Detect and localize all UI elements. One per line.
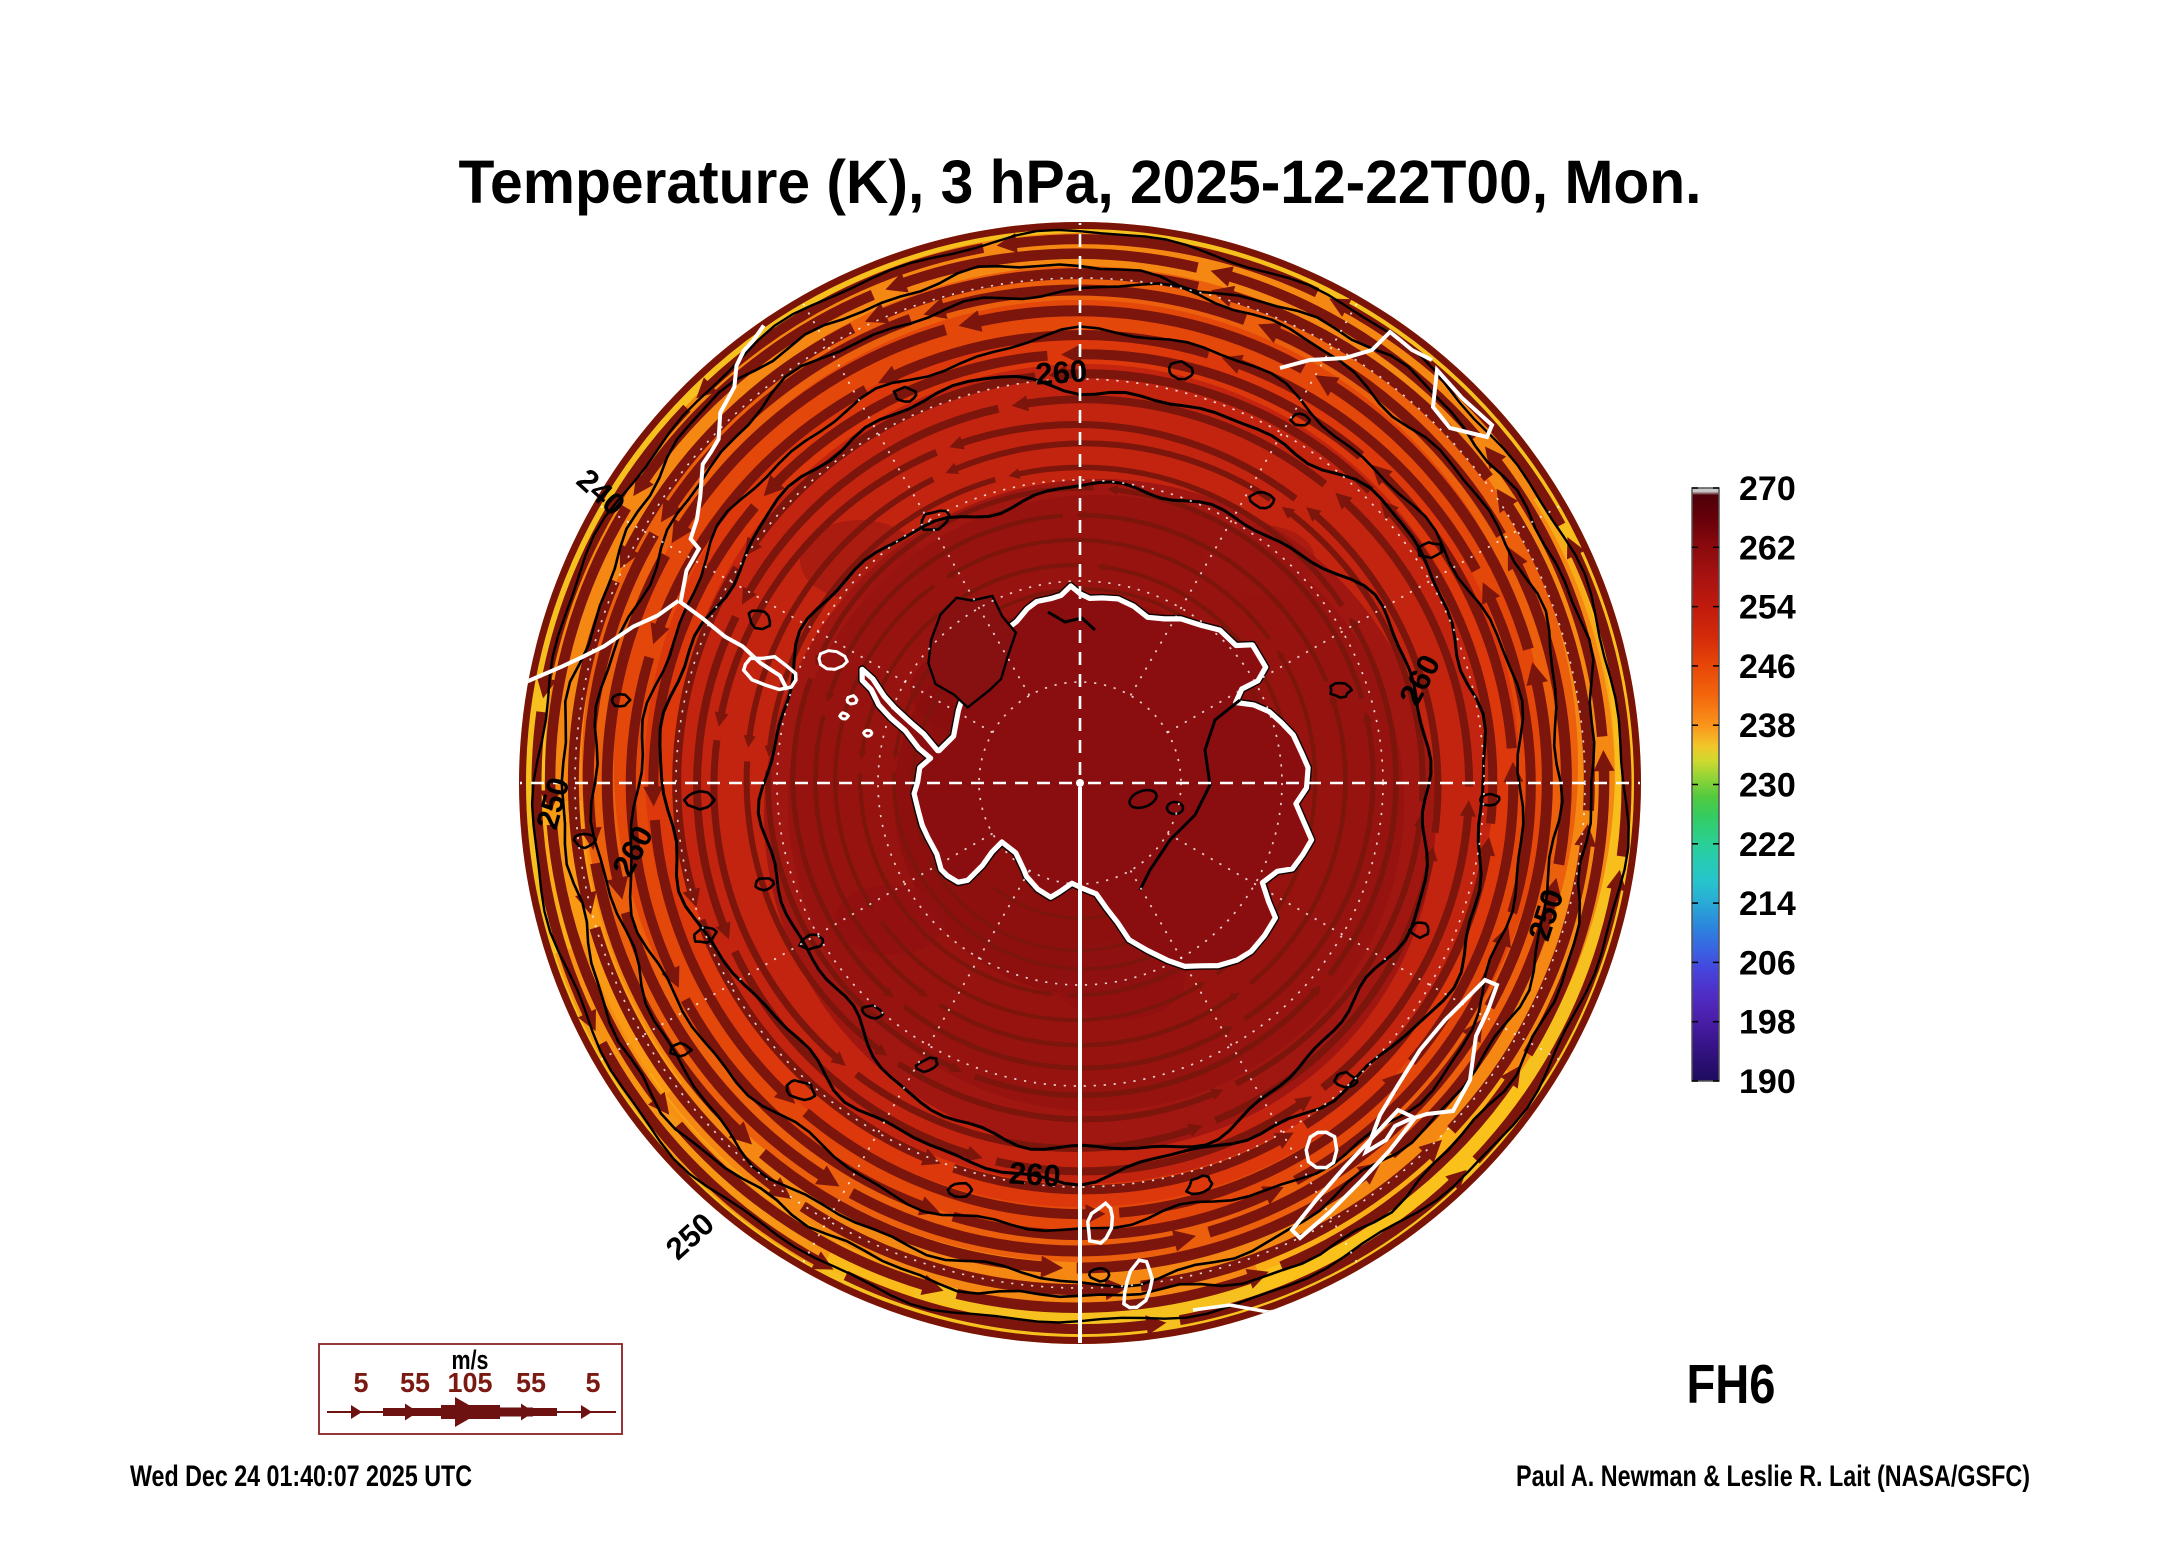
svg-text:m/s: m/s [452,1345,489,1375]
svg-text:55: 55 [400,1367,430,1398]
svg-text:214: 214 [1739,885,1796,923]
svg-text:FH6: FH6 [1687,1353,1776,1415]
svg-text:206: 206 [1739,944,1796,982]
svg-text:190: 190 [1739,1063,1796,1101]
svg-text:222: 222 [1739,826,1796,864]
svg-text:260: 260 [1008,1155,1062,1194]
svg-text:262: 262 [1739,529,1796,567]
svg-text:230: 230 [1739,767,1796,805]
svg-text:238: 238 [1739,707,1796,745]
svg-text:Paul A. Newman & Leslie R. Lai: Paul A. Newman & Leslie R. Lait (NASA/GS… [1516,1460,2030,1493]
svg-text:5: 5 [354,1367,369,1398]
svg-text:Temperature (K), 3 hPa, 2025-1: Temperature (K), 3 hPa, 2025-12-22T00, M… [459,148,1702,216]
svg-text:Wed Dec 24 01:40:07 2025 UTC: Wed Dec 24 01:40:07 2025 UTC [130,1460,472,1493]
svg-text:105: 105 [448,1367,493,1398]
svg-text:246: 246 [1739,648,1796,686]
svg-text:270: 270 [1739,470,1796,508]
svg-text:55: 55 [516,1367,546,1398]
svg-text:260: 260 [1034,353,1088,392]
svg-text:198: 198 [1739,1004,1796,1042]
svg-text:254: 254 [1739,589,1796,627]
svg-text:5: 5 [586,1367,601,1398]
